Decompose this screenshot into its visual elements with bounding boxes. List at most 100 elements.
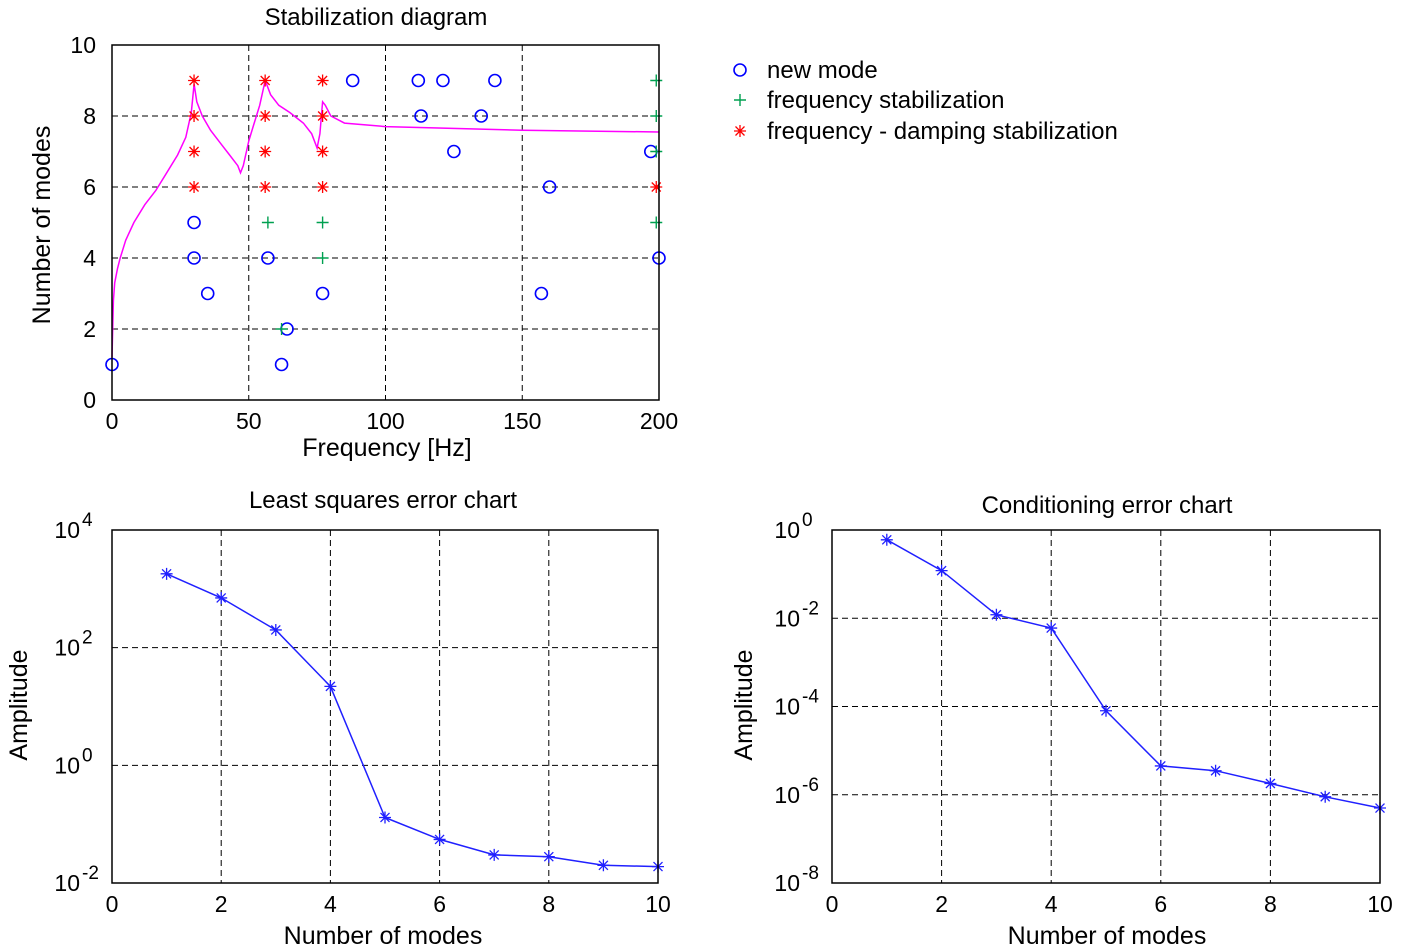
- marker-shape: [324, 680, 337, 693]
- marker-shape: [733, 63, 747, 77]
- marker-shape: [259, 110, 272, 122]
- marker-shape: [188, 181, 201, 193]
- marker-shape: [316, 145, 329, 158]
- marker-circle: [488, 73, 502, 88]
- x-tick-label: 0: [106, 408, 119, 434]
- marker-asterisk: [188, 145, 201, 158]
- y-tick-exponent: -4: [802, 687, 819, 708]
- legend-marker-new-mode: [733, 63, 747, 77]
- marker-shape: [215, 591, 228, 604]
- chart-title: Conditioning error chart: [982, 492, 1233, 519]
- data-point: [488, 848, 501, 861]
- data-marks: [880, 533, 1386, 815]
- marker-shape: [188, 110, 201, 122]
- marker-shape: [345, 73, 360, 88]
- marker-shape: [1319, 790, 1332, 803]
- data-point: [1100, 704, 1112, 717]
- marker-circle: [200, 286, 215, 301]
- marker-shape: [433, 833, 446, 846]
- x-axis-label: Number of modes: [284, 922, 483, 950]
- y-tick-label: 4: [83, 245, 96, 271]
- marker-shape: [160, 567, 173, 580]
- marker-circle: [274, 357, 289, 372]
- data-point: [433, 833, 446, 846]
- x-axis-label: Frequency [Hz]: [302, 434, 472, 462]
- series-line: [886, 539, 1381, 809]
- chart-title: Least squares error chart: [249, 487, 517, 514]
- marker-plus: [650, 145, 663, 158]
- marker-shape: [274, 357, 289, 372]
- marker-plus: [650, 74, 663, 87]
- y-tick-exponent: -2: [802, 598, 819, 619]
- legend-marker-frequency-damping-stabilization: [734, 125, 746, 137]
- marker-shape: [734, 94, 746, 106]
- legend-marker: [733, 63, 747, 77]
- marker-shape: [488, 848, 501, 861]
- legend-marker: [734, 94, 746, 106]
- y-axis-label: Amplitude: [5, 649, 33, 760]
- marker-plus: [316, 216, 329, 229]
- y-axis-label: Number of modes: [28, 126, 56, 325]
- marker-circle: [187, 215, 201, 230]
- series-path: [166, 573, 659, 868]
- x-tick-label: 2: [935, 891, 948, 917]
- data-point: [1209, 764, 1222, 777]
- data-point: [1154, 759, 1167, 772]
- marker-shape: [1100, 704, 1112, 717]
- x-tick-label: 6: [1154, 891, 1167, 917]
- data-point: [379, 811, 391, 824]
- x-tick-label: 2: [215, 891, 228, 917]
- y-tick-label: 10: [774, 782, 800, 808]
- marker-plus: [650, 110, 663, 122]
- y-tick-label: 10: [54, 752, 80, 778]
- marker-circle: [345, 73, 360, 88]
- legend-label-frequency-damping-stabilization: frequency - damping stabilization: [767, 118, 1118, 145]
- y-tick-label: 0: [83, 387, 96, 413]
- x-tick-label: 10: [645, 891, 671, 917]
- y-tick-label: 10: [774, 605, 800, 631]
- marker-shape: [316, 74, 329, 87]
- marker-asterisk: [188, 74, 201, 87]
- marker-shape: [935, 564, 948, 577]
- marker-shape: [188, 74, 201, 87]
- data-point: [542, 850, 555, 863]
- y-tick-exponent: -6: [802, 775, 819, 796]
- marker-shape: [275, 323, 288, 335]
- marker-asterisk: [316, 145, 329, 158]
- marker-asterisk: [259, 145, 272, 158]
- data-point: [990, 608, 1003, 621]
- marker-shape: [261, 216, 274, 229]
- x-axis-label: Number of modes: [1008, 922, 1207, 950]
- grid: [112, 45, 659, 400]
- marker-shape: [411, 73, 426, 88]
- chart-title: Stabilization diagram: [265, 4, 488, 31]
- x-tick-label: 6: [433, 891, 446, 917]
- marker-shape: [542, 850, 555, 863]
- data-point: [324, 680, 337, 693]
- tick-labels: 0 50 100 150 200 0 2 4 6 8 10: [70, 32, 678, 434]
- x-tick-label: 0: [106, 891, 119, 917]
- marker-shape: [534, 286, 549, 301]
- y-tick-exponent: 2: [82, 628, 93, 649]
- marker-shape: [542, 180, 557, 194]
- marker-circle: [436, 73, 450, 88]
- legend: new mode frequency stabilization frequen…: [733, 57, 1118, 145]
- marker-shape: [734, 125, 746, 137]
- x-tick-label: 8: [542, 891, 555, 917]
- marker-shape: [269, 623, 282, 636]
- y-tick-label: 6: [83, 174, 96, 200]
- marker-shape: [414, 109, 428, 123]
- y-tick-exponent: -2: [82, 863, 99, 884]
- marker-shape: [474, 109, 489, 123]
- marker-asterisk: [188, 181, 201, 193]
- y-tick-exponent: 4: [82, 510, 93, 531]
- y-tick-label: 10: [54, 517, 80, 543]
- data-marks: [105, 73, 666, 372]
- marker-shape: [650, 110, 663, 122]
- y-tick-exponent: -8: [802, 863, 819, 884]
- marker-shape: [1045, 622, 1058, 635]
- y-tick-label: 10: [774, 870, 800, 896]
- marker-shape: [1264, 777, 1277, 790]
